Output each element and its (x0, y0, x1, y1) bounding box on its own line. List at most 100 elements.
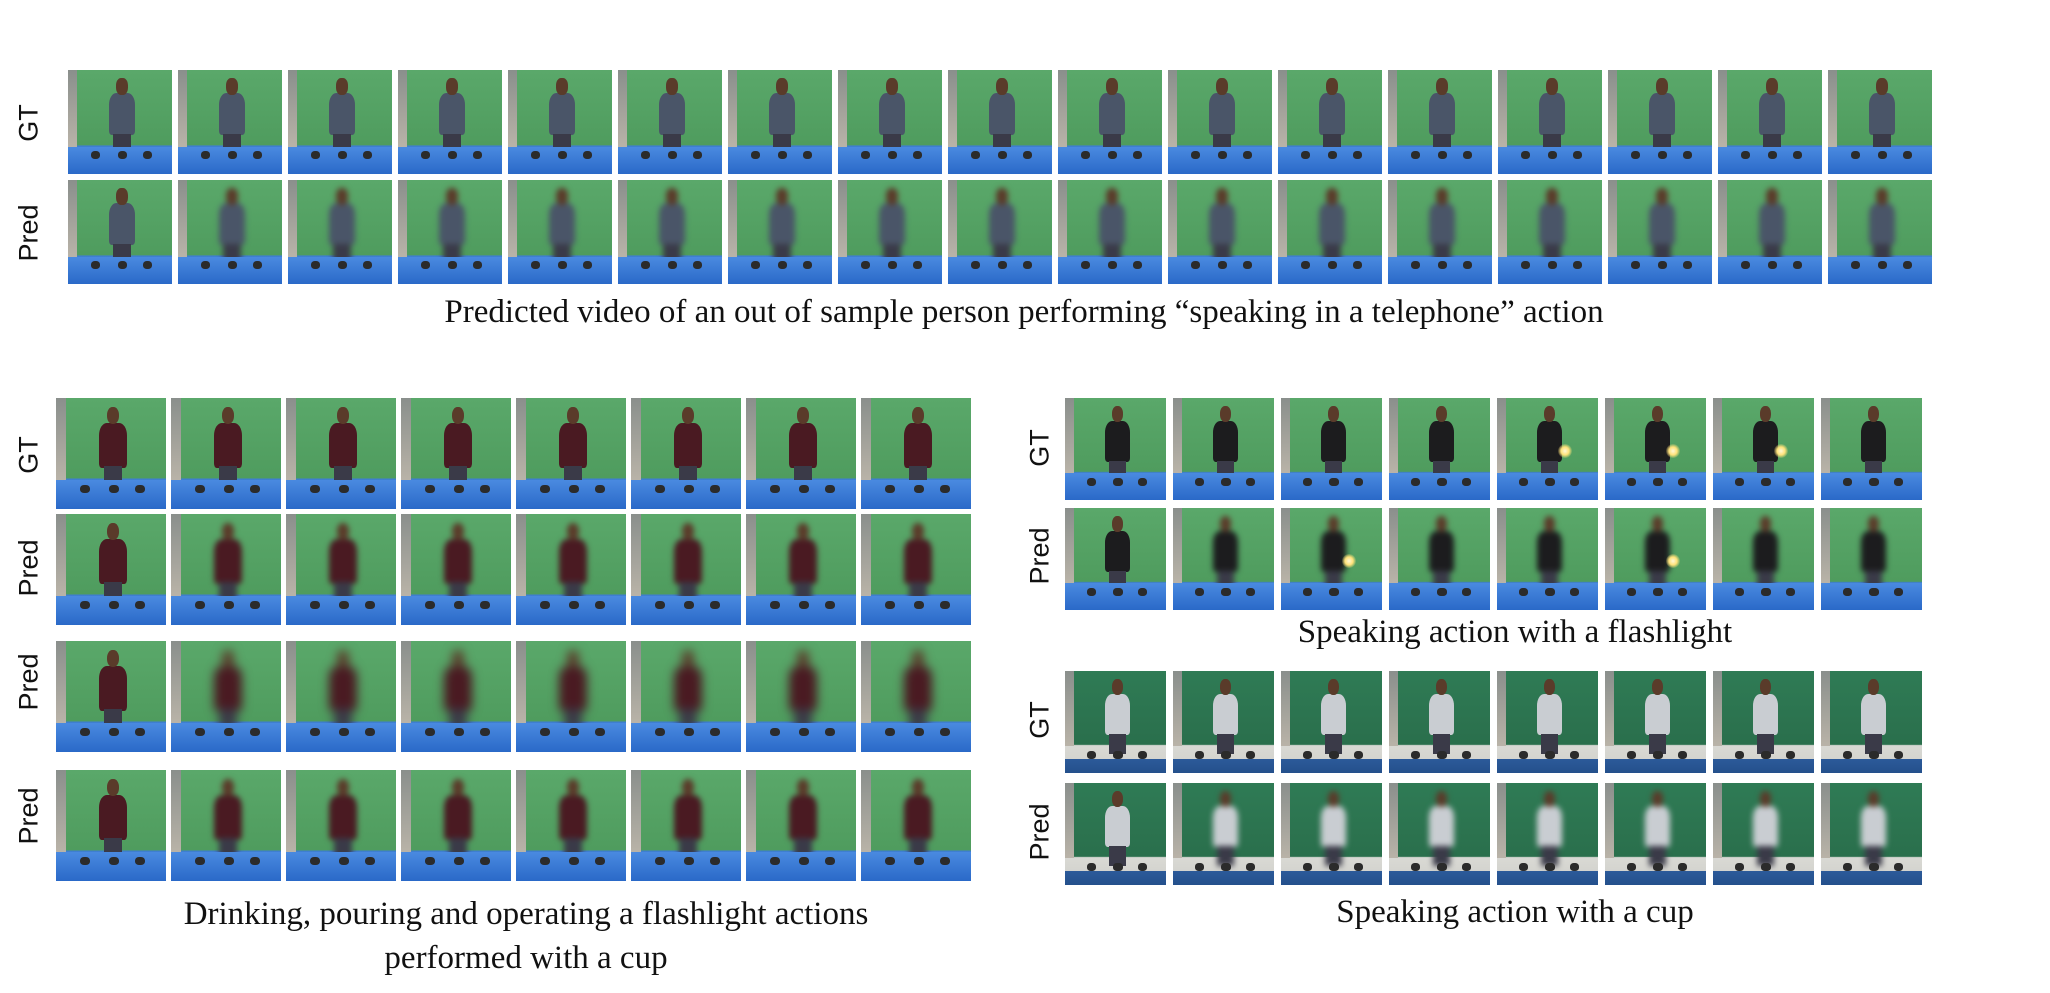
background-wall (1713, 508, 1722, 583)
video-frame (508, 70, 612, 174)
table-object (1113, 751, 1122, 759)
actor-head (1112, 516, 1123, 532)
background-wall (508, 70, 517, 147)
table-object (885, 601, 895, 610)
video-frame (1168, 180, 1272, 284)
video-frame (1389, 508, 1490, 610)
table-object (540, 485, 550, 494)
video-frame (1389, 398, 1490, 500)
actor-figure (1858, 679, 1888, 752)
table-object (1653, 863, 1662, 871)
blue-table (1173, 759, 1274, 773)
video-frame (1389, 671, 1490, 773)
blue-table (1281, 759, 1382, 773)
actor-head (1436, 188, 1447, 204)
actor-figure (1102, 516, 1132, 589)
video-frame (618, 70, 722, 174)
actor-figure (212, 779, 245, 859)
video-frame (171, 641, 281, 752)
actor-torso (789, 666, 817, 711)
table-object (940, 601, 950, 610)
actor-torso (1537, 421, 1562, 462)
background-wall (1497, 783, 1506, 858)
table-object (1246, 863, 1255, 871)
table-object (425, 601, 435, 610)
table-object (799, 857, 809, 866)
background-wall (1713, 671, 1722, 746)
actor-head (1766, 78, 1777, 94)
actor-head (1652, 791, 1663, 807)
actor-head (776, 78, 787, 94)
actor-figure (216, 188, 247, 263)
actor-torso (674, 795, 702, 840)
background-wall (861, 398, 871, 480)
actor-figure (212, 523, 245, 603)
actor-figure (1646, 188, 1677, 263)
table-object (885, 485, 895, 494)
table-object (540, 857, 550, 866)
background-wall (1828, 180, 1837, 257)
actor-torso (1321, 421, 1346, 462)
video-frame (286, 770, 396, 881)
table-object (135, 601, 145, 610)
background-wall (1389, 783, 1398, 858)
actor-figure (546, 78, 577, 153)
actor-figure (1426, 78, 1457, 153)
flashlight-glow (1774, 444, 1788, 458)
video-frame (401, 641, 511, 752)
actor-figure (766, 188, 797, 263)
background-wall (288, 70, 297, 147)
actor-head (567, 407, 579, 425)
background-wall (1278, 70, 1287, 147)
table-object (770, 728, 780, 737)
actor-head (682, 779, 694, 797)
actor-head (107, 523, 119, 541)
table-object (1329, 478, 1338, 486)
actor-figure (902, 779, 935, 859)
actor-figure (442, 650, 475, 730)
actor-head (1112, 791, 1123, 807)
actor-head (1544, 516, 1555, 532)
table-object (655, 601, 665, 610)
table-object (80, 728, 90, 737)
background-wall (838, 180, 847, 257)
actor-head (1760, 679, 1771, 695)
table-object (224, 857, 234, 866)
table-object (109, 728, 119, 737)
table-object (224, 485, 234, 494)
blue-table (1281, 871, 1382, 885)
video-frame (1605, 398, 1706, 500)
background-wall (286, 514, 296, 596)
table-object (1138, 588, 1147, 596)
actor-torso (1537, 806, 1562, 847)
table-object (1437, 478, 1446, 486)
table-object (1462, 751, 1471, 759)
actor-head (452, 650, 464, 668)
video-frame (1821, 783, 1922, 885)
actor-torso (444, 539, 472, 584)
actor-head (912, 407, 924, 425)
background-wall (746, 398, 756, 480)
table-object (569, 485, 579, 494)
actor-figure (1318, 679, 1348, 752)
blue-table (1389, 871, 1490, 885)
video-frame (861, 770, 971, 881)
background-wall (1821, 783, 1830, 858)
actor-torso (1429, 694, 1454, 735)
actor-figure (1318, 406, 1348, 479)
background-wall (1281, 783, 1290, 858)
table-object (684, 485, 694, 494)
background-wall (171, 514, 181, 596)
background-wall (401, 514, 411, 596)
frame-row-pred (56, 514, 971, 625)
actor-head (1656, 78, 1667, 94)
background-wall (1173, 508, 1182, 583)
actor-figure (327, 523, 360, 603)
video-frame (1281, 783, 1382, 885)
actor-head (567, 650, 579, 668)
table-object (1195, 751, 1204, 759)
actor-figure (97, 523, 130, 603)
actor-figure (97, 407, 130, 487)
actor-head (107, 407, 119, 425)
caption-line: Drinking, pouring and operating a flashl… (56, 892, 996, 936)
